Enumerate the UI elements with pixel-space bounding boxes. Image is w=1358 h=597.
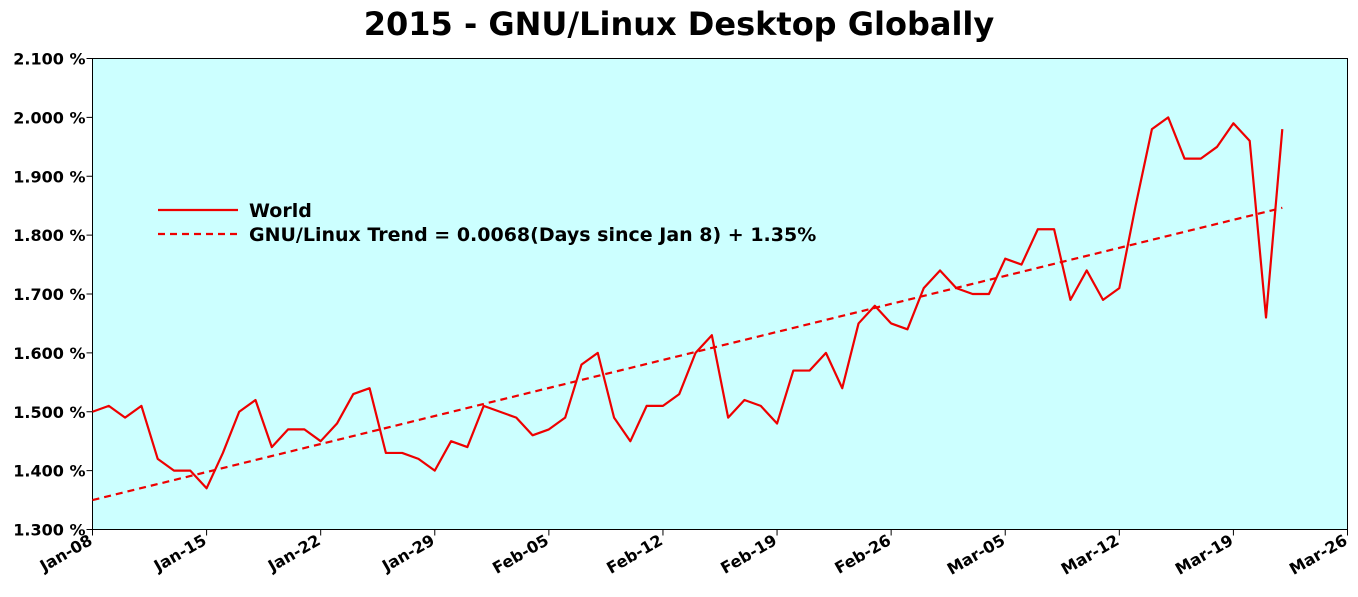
x-tick-label: Jan-29 <box>378 531 438 576</box>
x-axis: Jan-08 Jan-15 Jan-22 Jan-29 Feb-05 Feb-12 Feb-… <box>36 529 1351 579</box>
y-tick-label: 1.700 % <box>13 285 85 304</box>
plot-area <box>92 58 1348 530</box>
series-layer <box>92 116 1284 502</box>
chart-title: 2015 - GNU/Linux Desktop Globally <box>364 5 995 43</box>
y-tick-label: 2.000 % <box>13 108 85 127</box>
x-tick-label: Feb-19 <box>717 531 780 578</box>
y-tick-label: 1.600 % <box>13 344 85 363</box>
legend-label: GNU/Linux Trend = 0.0068(Days since Jan … <box>249 224 816 246</box>
y-tick-label: 2.100 % <box>13 50 85 69</box>
x-tick-label: Mar-26 <box>1286 531 1351 579</box>
trend-line <box>92 206 1283 502</box>
x-tick-label: Mar-19 <box>1172 531 1237 579</box>
x-tick-label: Jan-22 <box>264 531 324 576</box>
y-axis: 1.300 % 1.400 % 1.500 % 1.600 % 1.700 % 1.800… <box>13 50 93 540</box>
x-tick-label: Feb-26 <box>831 531 894 578</box>
x-tick-label: Mar-05 <box>944 531 1009 579</box>
x-tick-label: Feb-05 <box>489 531 552 578</box>
y-tick-label: 1.300 % <box>13 521 85 540</box>
x-tick-label: Feb-12 <box>603 531 666 578</box>
y-tick-label: 1.900 % <box>13 167 85 186</box>
x-tick-label: Jan-15 <box>150 531 210 576</box>
legend-label: World <box>249 200 312 222</box>
x-tick-label: Mar-12 <box>1058 531 1123 579</box>
y-tick-label: 1.800 % <box>13 226 85 245</box>
y-tick-label: 1.400 % <box>13 462 85 481</box>
world-series-line <box>92 116 1284 490</box>
y-tick-label: 1.500 % <box>13 403 85 422</box>
